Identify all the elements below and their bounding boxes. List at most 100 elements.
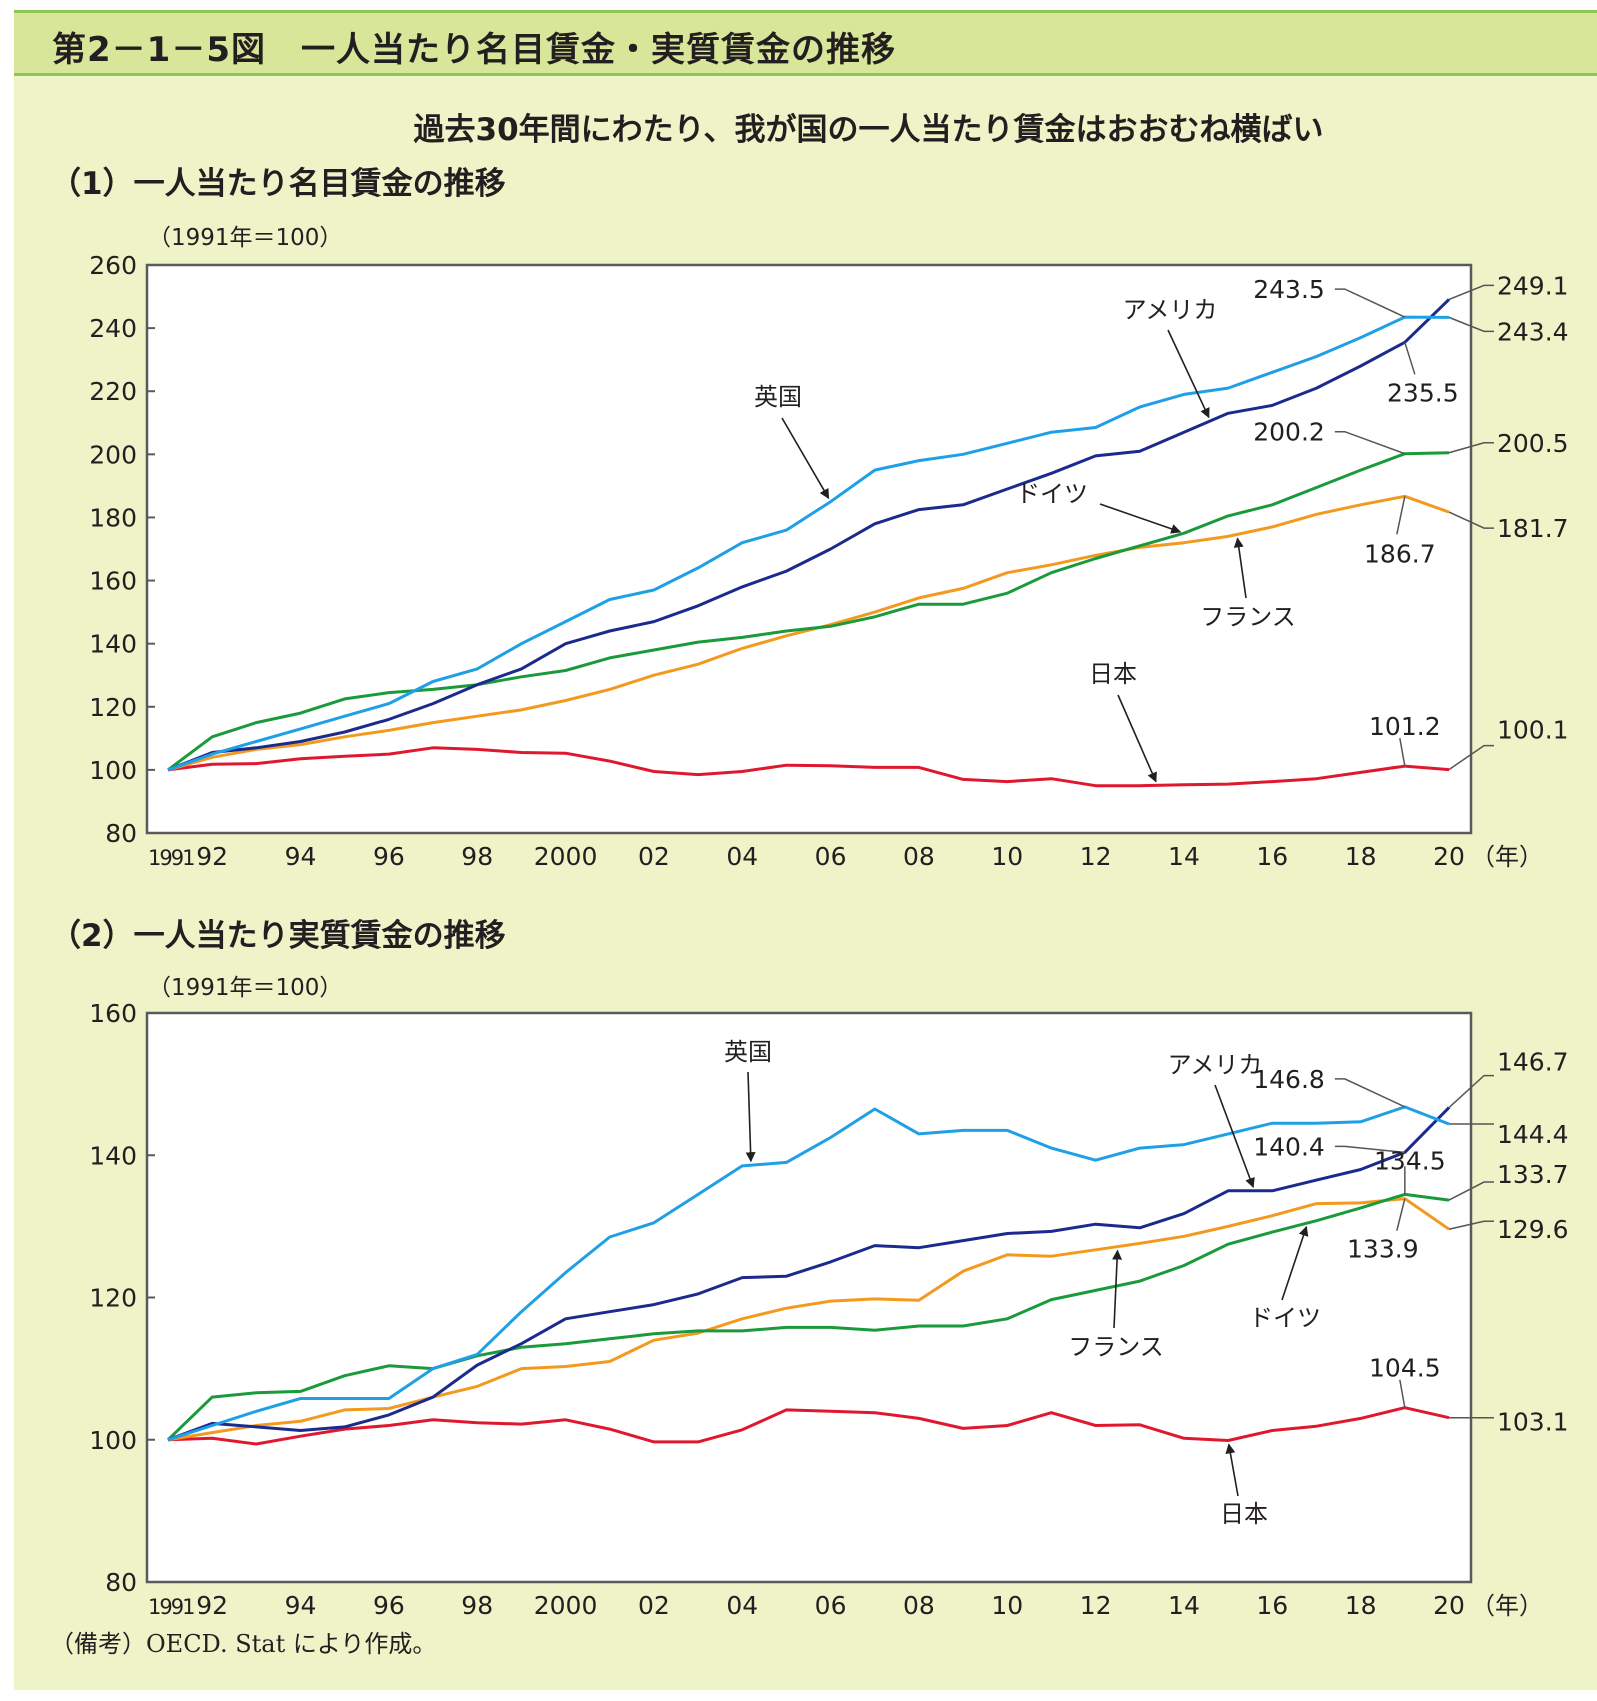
chart2-annotation-leader bbox=[1448, 1220, 1494, 1230]
chart1-series-label-arrow-us bbox=[1167, 329, 1210, 419]
chart1-x-tick-label: 12 bbox=[1080, 842, 1112, 871]
chart2-x-tick-label: 14 bbox=[1168, 1591, 1200, 1620]
chart2-x-tick-label: 94 bbox=[285, 1591, 317, 1620]
chart2-y-tick-label: 100 bbox=[89, 1426, 137, 1455]
chart1-series-france-line bbox=[167, 494, 1450, 772]
chart2-x-tick-label: 04 bbox=[726, 1591, 758, 1620]
chart1-x-unit-label: （年） bbox=[1471, 843, 1543, 871]
chart2-annotation-leader bbox=[1334, 1145, 1405, 1154]
chart1-annotation-leader bbox=[1448, 284, 1494, 301]
chart1-series-us-line bbox=[167, 298, 1451, 772]
chart1-annotation-leader bbox=[1448, 316, 1494, 333]
chart1-y-tick-label: 100 bbox=[89, 756, 137, 785]
figure-subtitle: 過去30年間にわたり、我が国の一人当たり賃金はおおむね横ばい bbox=[413, 112, 1324, 148]
chart1-x-tick-label: 04 bbox=[726, 842, 758, 871]
chart1-y-tick-label: 200 bbox=[89, 440, 137, 469]
chart1-annotation-japan-2020: 100.1 bbox=[1497, 716, 1569, 745]
chart1-annotation-leader bbox=[1396, 496, 1406, 535]
chart1-series-label-arrow-japan bbox=[1117, 694, 1157, 783]
chart2-annotation-leader bbox=[1448, 1074, 1494, 1109]
chart2-x-tick-label: 1991 bbox=[148, 1595, 194, 1619]
chart2-x-tick-label: 2000 bbox=[534, 1591, 598, 1620]
chart1-y-tick-label: 140 bbox=[89, 630, 137, 659]
chart1-series-label-uk: 英国 bbox=[754, 383, 802, 411]
chart2-x-tick-label: 10 bbox=[991, 1591, 1023, 1620]
chart1-annotation-leader bbox=[1399, 737, 1406, 767]
chart1-annotation-leader bbox=[1448, 744, 1494, 771]
chart2-x-tick-label: 98 bbox=[461, 1591, 493, 1620]
chart2-annotation-germany-2020: 133.7 bbox=[1497, 1160, 1569, 1189]
chart1-annotation-us-2019: 235.5 bbox=[1387, 378, 1459, 407]
chart1-plot-area bbox=[145, 263, 1473, 835]
chart2-annotation-leader bbox=[1448, 1181, 1494, 1201]
chart1-series-japan-line bbox=[167, 746, 1450, 788]
chart1-y-tick-label: 260 bbox=[89, 251, 137, 280]
chart1-annotation-leader bbox=[1404, 342, 1416, 375]
chart2-y-tick-label: 160 bbox=[89, 999, 137, 1028]
chart2-series-label-us: アメリカ bbox=[1168, 1051, 1263, 1079]
chart2-series-us-line bbox=[167, 1106, 1451, 1442]
chart1-x-tick-label: 94 bbox=[285, 842, 317, 871]
chart2-series-france-line bbox=[167, 1197, 1450, 1442]
chart1-x-tick-label: 14 bbox=[1168, 842, 1200, 871]
chart2-annotation-leader bbox=[1399, 1379, 1406, 1408]
chart1-y-tick-label: 180 bbox=[89, 503, 137, 532]
chart2-x-tick-label: 02 bbox=[638, 1591, 670, 1620]
chart1-annotation-leader bbox=[1448, 442, 1494, 454]
chart1-annotation-germany-2020: 200.5 bbox=[1497, 429, 1569, 458]
chart1-x-tick-label: 1991 bbox=[148, 846, 194, 870]
chart2-annotation-uk-2019: 146.8 bbox=[1253, 1065, 1325, 1094]
chart2-x-tick-label: 06 bbox=[815, 1591, 847, 1620]
figure-header: 第2－1－5図 一人当たり名目賃金・実質賃金の推移 bbox=[14, 10, 1597, 76]
chart2-annotation-leader bbox=[1396, 1198, 1406, 1231]
chart1-x-tick-label: 92 bbox=[196, 842, 228, 871]
chart2-annotation-japan-2019: 104.5 bbox=[1369, 1354, 1441, 1383]
chart1-x-tick-label: 08 bbox=[903, 842, 935, 871]
chart1-series-label-us: アメリカ bbox=[1123, 296, 1218, 324]
chart2-annotation-germany-2019: 134.5 bbox=[1374, 1146, 1446, 1175]
source-note: （備考）OECD. Stat により作成。 bbox=[50, 1630, 437, 1658]
chart1-annotation-japan-2019: 101.2 bbox=[1369, 712, 1441, 741]
chart1-y-tick-label: 160 bbox=[89, 567, 137, 596]
chart1-annotation-germany-2019: 200.2 bbox=[1253, 418, 1325, 447]
chart2-x-tick-label: 20 bbox=[1433, 1591, 1465, 1620]
chart2-real-wage: 80 100 120 140 160 1991 92 94 96 98 2000 02 04 06 08 10… bbox=[89, 999, 1569, 1620]
chart2-annotation-uk-2020: 144.4 bbox=[1497, 1120, 1569, 1149]
chart2-annotation-leader bbox=[1334, 1078, 1406, 1108]
chart1-series-label-arrow-uk bbox=[781, 417, 830, 500]
chart2-annotation-us-2020: 146.7 bbox=[1497, 1048, 1569, 1077]
chart1-annotation-leader bbox=[1448, 511, 1494, 529]
chart1-annotation-leader bbox=[1334, 288, 1406, 318]
chart1-x-tick-label: 20 bbox=[1433, 842, 1465, 871]
chart2-series-uk-line bbox=[167, 1105, 1450, 1442]
chart2-series-label-germany: ドイツ bbox=[1249, 1304, 1321, 1332]
chart2-series-label-france: フランス bbox=[1068, 1333, 1164, 1361]
chart2-annotation-japan-2020: 103.1 bbox=[1497, 1408, 1569, 1437]
chart2-series-label-arrow-france bbox=[1112, 1249, 1123, 1329]
chart2-series-japan-line bbox=[167, 1406, 1450, 1446]
chart2-annotation-france-2019: 133.9 bbox=[1347, 1235, 1419, 1264]
chart1-x-tick-label: 06 bbox=[815, 842, 847, 871]
chart2-y-tick-label: 120 bbox=[89, 1284, 137, 1313]
chart1-x-tick-label: 96 bbox=[373, 842, 405, 871]
chart2-x-unit-label: （年） bbox=[1471, 1592, 1543, 1620]
chart2-y-tick-label: 80 bbox=[105, 1568, 137, 1597]
chart1-title: （1）一人当たり名目賃金の推移 bbox=[50, 166, 506, 202]
chart2-x-tick-label: 16 bbox=[1256, 1591, 1288, 1620]
chart1-y-tick-label: 240 bbox=[89, 314, 137, 343]
chart2-series-label-arrow-japan bbox=[1225, 1443, 1239, 1497]
chart1-series-uk-line bbox=[167, 315, 1450, 772]
chart2-x-tick-label: 12 bbox=[1080, 1591, 1112, 1620]
chart1-annotation-france-2020: 181.7 bbox=[1497, 514, 1569, 543]
chart2-series-label-japan: 日本 bbox=[1220, 1500, 1268, 1528]
chart2-annotation-france-2020: 129.6 bbox=[1497, 1215, 1569, 1244]
chart1-annotation-leader bbox=[1334, 430, 1406, 455]
chart2-series-label-uk: 英国 bbox=[724, 1038, 772, 1066]
chart1-series-label-arrow-germany bbox=[1099, 503, 1182, 534]
chart1-y-tick-label: 120 bbox=[89, 693, 137, 722]
chart1-y-tick-label: 80 bbox=[105, 819, 137, 848]
chart1-nominal-wage: 80 100 120 140 160 180 200 220 240 260 1991 92 94 96 9… bbox=[89, 251, 1569, 871]
chart2-series-germany-line bbox=[166, 1192, 1450, 1441]
chart1-series-germany-line bbox=[167, 451, 1450, 772]
chart2-x-tick-label: 18 bbox=[1345, 1591, 1377, 1620]
